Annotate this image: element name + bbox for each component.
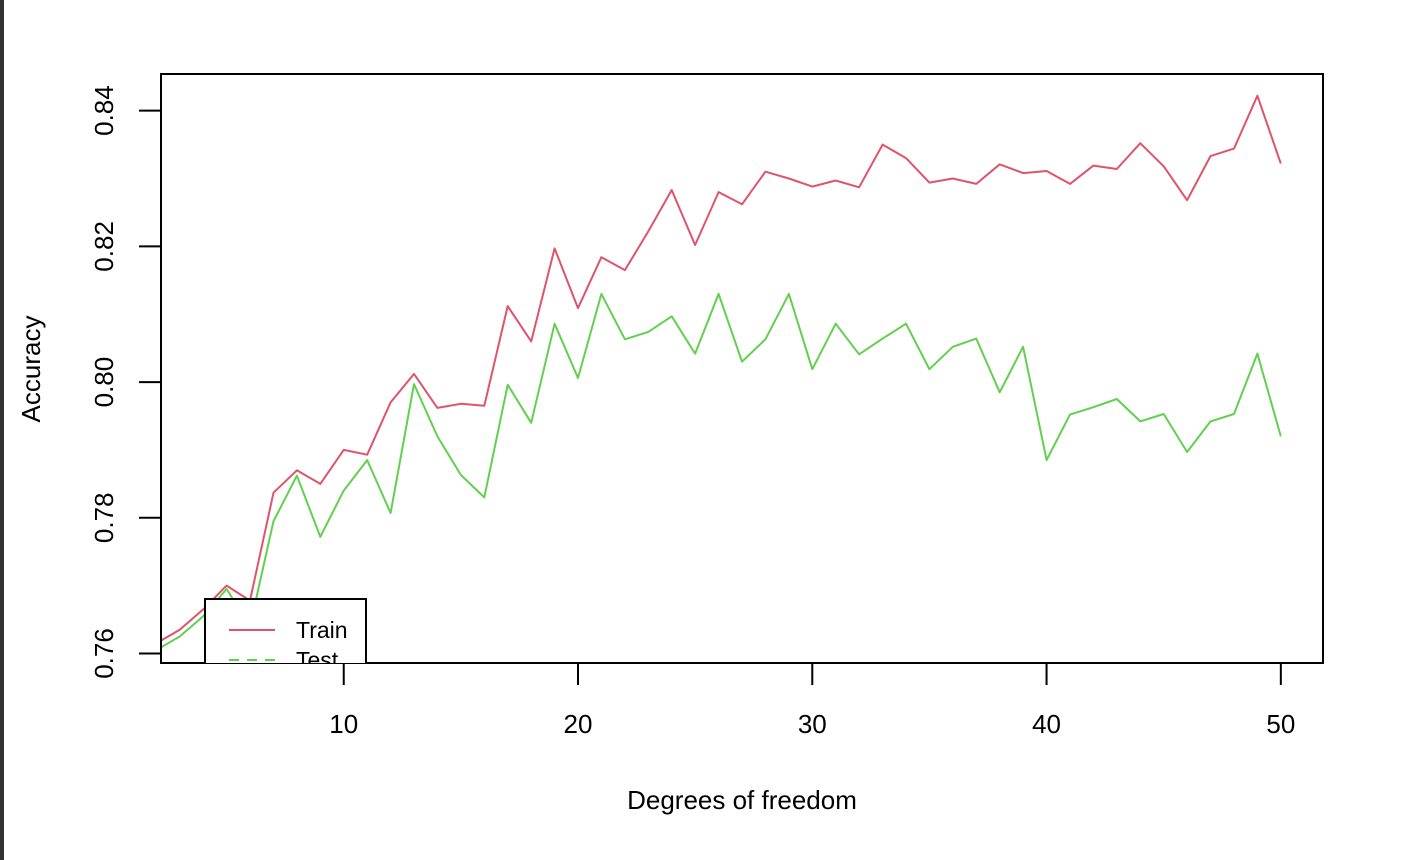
y-tick-label-0_8: 0.80 [89,357,119,408]
x-tick-label-20: 20 [564,709,593,739]
y-tick-label-0_78: 0.78 [89,492,119,543]
y-tick-label-0_84: 0.84 [89,85,119,136]
x-tick-label-30: 30 [798,709,827,739]
y-tick-label-0_82: 0.82 [89,221,119,272]
x-axis-label: Degrees of freedom [627,785,857,815]
x-axis: 10 20 30 40 50 [329,663,1295,739]
x-tick-label-10: 10 [329,709,358,739]
series-layer [161,94,1282,649]
y-tick-label-0_76: 0.76 [89,628,119,679]
x-tick-label-50: 50 [1266,709,1295,739]
x-tick-label-40: 40 [1032,709,1061,739]
legend-label-test: Test [296,647,339,673]
y-axis: 0.76 0.78 0.80 0.82 0.84 [89,85,161,679]
series-line-train [161,94,1282,642]
plot-frame [160,73,1324,664]
legend-box [204,598,367,663]
legend-label-train: Train [296,617,348,643]
series-line-test [161,292,1282,649]
window-edge [0,0,4,860]
legend: Train Test [204,598,367,673]
y-axis-label: Accuracy [16,316,46,423]
